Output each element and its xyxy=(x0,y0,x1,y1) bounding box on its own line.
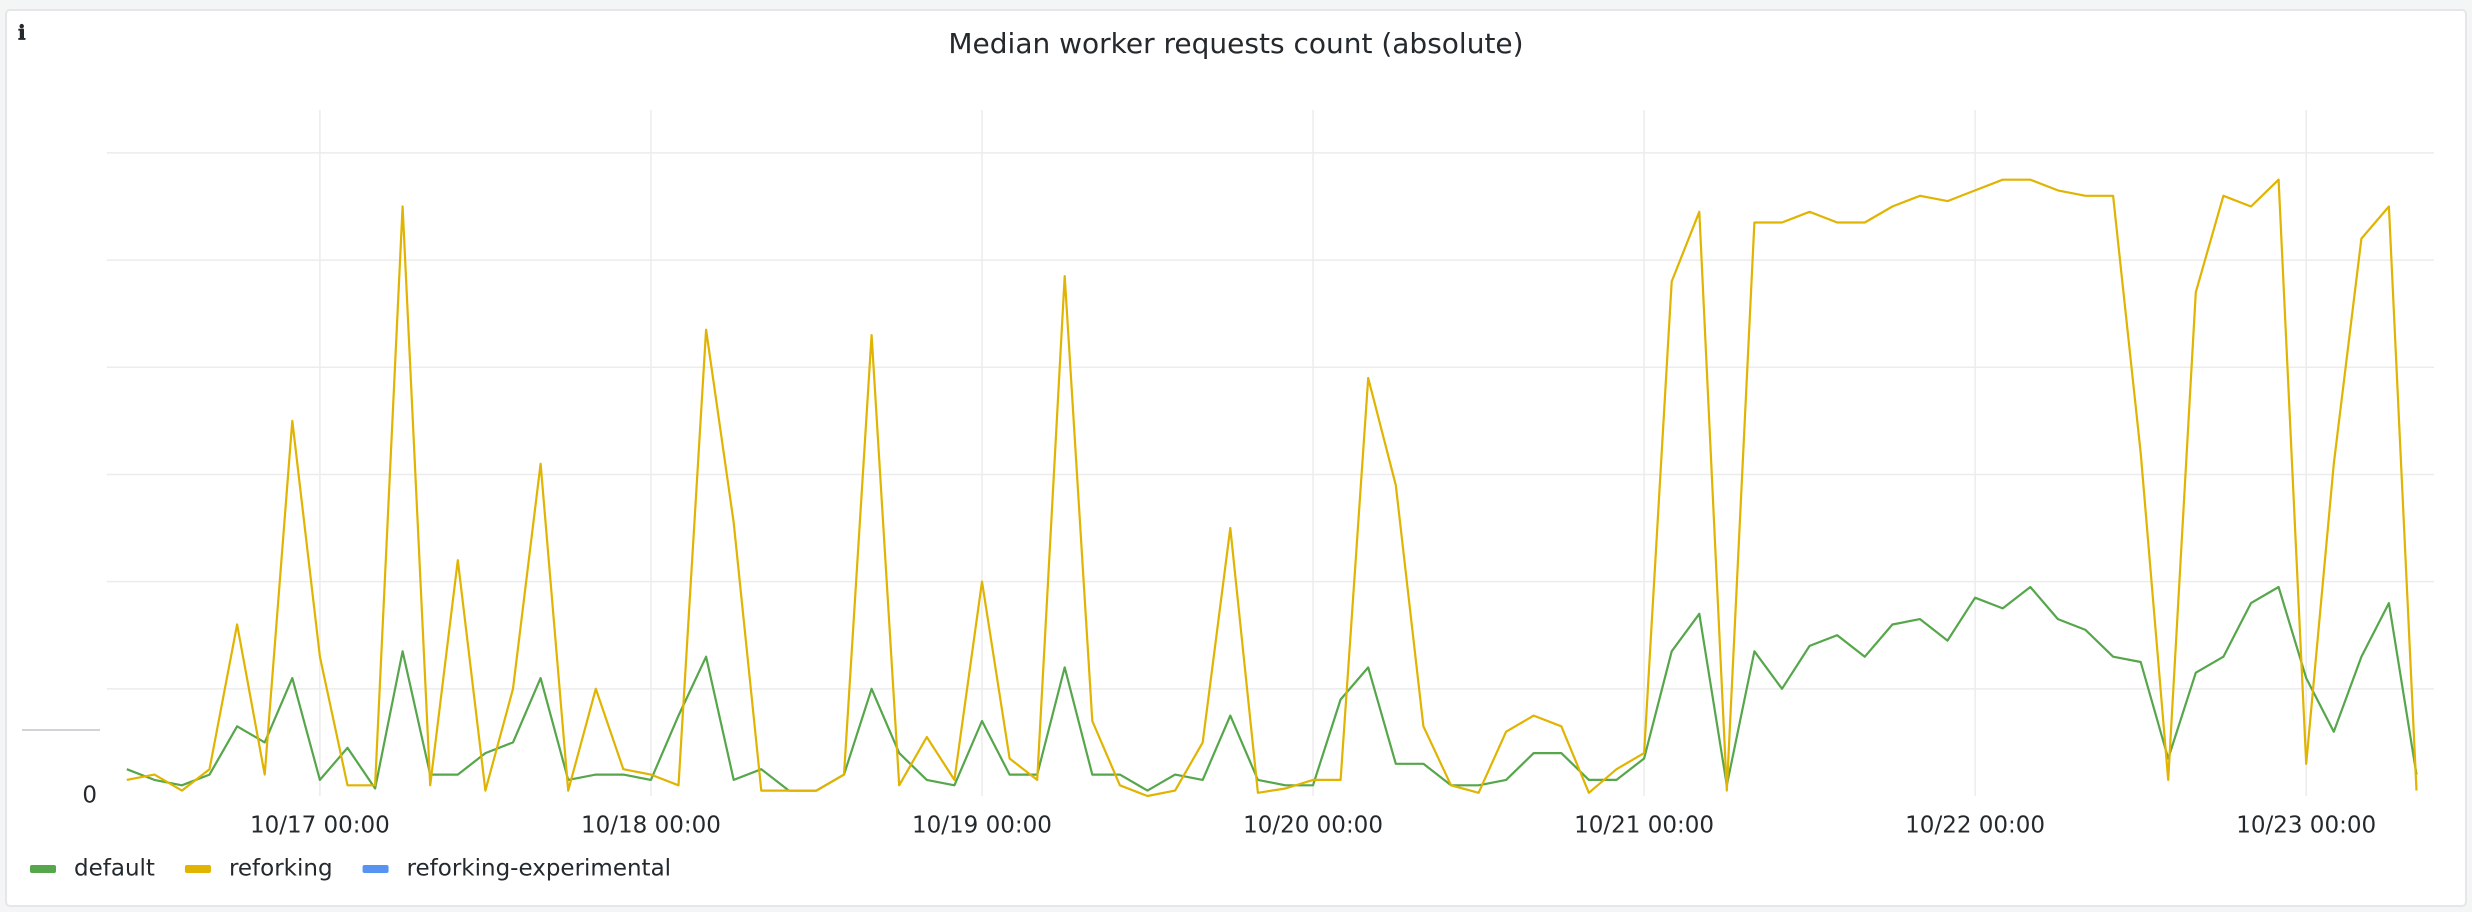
x-tick-label: 10/19 00:00 xyxy=(912,813,1052,839)
legend-label: reforking xyxy=(229,856,333,882)
series-line xyxy=(126,178,2418,798)
legend-swatch xyxy=(30,865,56,873)
legend-swatch xyxy=(184,865,211,873)
legend-item[interactable]: reforking-experimental xyxy=(362,856,672,882)
panel-frame xyxy=(5,9,2467,907)
legend-label: default xyxy=(74,856,155,882)
legend-label: reforking-experimental xyxy=(407,856,672,882)
info-icon[interactable]: ℹ xyxy=(18,21,26,45)
chart-title: Median worker requests count (absolute) xyxy=(948,27,1523,60)
x-tick-label: 10/21 00:00 xyxy=(1574,813,1714,839)
series-line xyxy=(126,585,2418,792)
x-tick-label: 10/20 00:00 xyxy=(1243,813,1383,839)
x-tick-label: 10/22 00:00 xyxy=(1905,813,2045,839)
legend-item[interactable]: default xyxy=(30,856,155,882)
legend-swatch xyxy=(362,865,389,873)
legend-item[interactable]: reforking xyxy=(184,856,333,882)
x-tick-label: 10/18 00:00 xyxy=(581,813,721,839)
x-tick-label: 10/23 00:00 xyxy=(2236,813,2376,839)
x-tick-label: 10/17 00:00 xyxy=(250,813,390,839)
y-tick-label: 0 xyxy=(82,783,97,809)
